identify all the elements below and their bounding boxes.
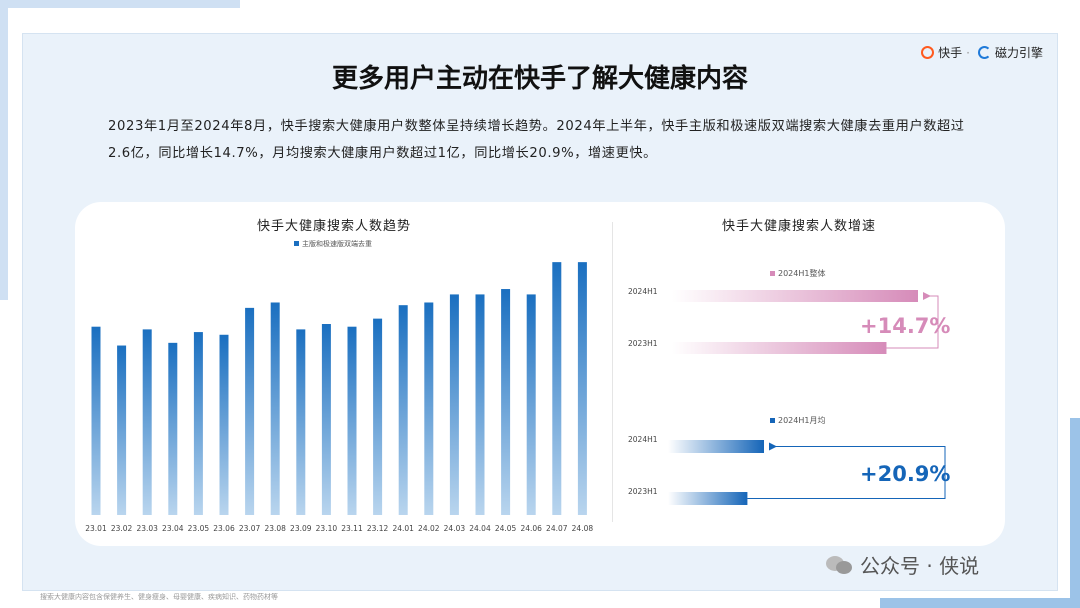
chart-divider	[612, 222, 613, 522]
blue-legend-label: 2024H1月均	[778, 415, 825, 425]
blue-bar-2024h1	[668, 440, 764, 453]
pink-growth-label: +14.7%	[860, 314, 950, 338]
blue-growth-arrow	[747, 442, 946, 499]
pink-category-2024h1: 2024H1	[628, 287, 658, 296]
corner-accent-bottom	[880, 598, 1080, 608]
page-title: 更多用户主动在快手了解大健康内容	[331, 64, 748, 94]
trend-bar-chart: 主版和极速版双端去重 23.01 23.02 23.03 23.04 23.05 23.0…	[85, 239, 594, 533]
trend-tick-label: 24.01	[392, 524, 414, 533]
growth-bar-charts: 2024H1整体 2024H1 2023H1 +14.7% 2024H1月均 2…	[628, 268, 950, 505]
trend-tick-label: 23.05	[188, 524, 210, 533]
trend-bar-23.09	[296, 329, 306, 515]
trend-bar-23.08	[270, 302, 280, 515]
pink-legend-swatch	[770, 271, 775, 276]
trend-bar-23.03	[142, 329, 152, 515]
trend-bar-24.02	[424, 302, 434, 515]
trend-bar-23.10	[321, 324, 331, 515]
growth-chart-title: 快手大健康搜索人数增速	[722, 219, 877, 234]
trend-tick-label: 23.04	[162, 524, 184, 533]
trend-legend-label: 主版和极速版双端去重	[302, 239, 372, 248]
blue-category-2023h1: 2023H1	[628, 487, 658, 496]
trend-bar-23.04	[168, 342, 178, 515]
pink-bar-2024h1	[672, 290, 918, 302]
trend-tick-label: 23.03	[136, 524, 158, 533]
trend-bar-23.11	[347, 326, 357, 515]
trend-tick-label: 23.01	[85, 524, 107, 533]
trend-bar-24.03	[449, 294, 459, 515]
trend-bar-24.07	[552, 262, 562, 515]
trend-tick-label: 23.12	[367, 524, 389, 533]
trend-tick-label: 23.09	[290, 524, 312, 533]
blue-growth-label: +20.9%	[860, 462, 950, 486]
trend-tick-label: 23.02	[111, 524, 133, 533]
trend-chart-title: 快手大健康搜索人数趋势	[257, 219, 412, 234]
trend-tick-label: 23.08	[264, 524, 286, 533]
blue-category-2024h1: 2024H1	[628, 435, 658, 444]
trend-bar-23.01	[91, 326, 101, 515]
brand-name-1: 快手	[938, 46, 963, 60]
pink-growth-arrow	[886, 292, 939, 349]
trend-tick-label: 23.06	[213, 524, 235, 533]
cili-engine-logo-icon	[977, 46, 991, 59]
watermark-text: 公众号 · 侠说	[860, 554, 980, 578]
watermark: 公众号 · 侠说	[826, 550, 979, 579]
blue-bar-2023h1	[668, 492, 748, 505]
trend-bar-24.08	[577, 262, 587, 515]
trend-tick-label: 24.02	[418, 524, 440, 533]
trend-tick-label: 24.08	[572, 524, 594, 533]
wechat-icon	[826, 554, 854, 576]
corner-accent-right	[1070, 418, 1080, 608]
kuaishou-logo-icon	[921, 46, 935, 59]
trend-bar-24.05	[501, 289, 511, 515]
brand-separator: ·	[966, 45, 970, 60]
trend-tick-label: 23.07	[239, 524, 261, 533]
brand-logos: 快手 · 磁力引擎	[921, 44, 1043, 61]
trend-bar-23.06	[219, 334, 229, 515]
trend-tick-label: 24.05	[495, 524, 517, 533]
brand-name-2: 磁力引擎	[994, 46, 1043, 60]
corner-accent-top	[0, 0, 240, 8]
trend-tick-label: 24.07	[546, 524, 568, 533]
trend-tick-label: 23.11	[341, 524, 363, 533]
page-description: 2023年1月至2024年8月，快手搜索大健康用户数整体呈持续增长趋势。2024…	[108, 119, 965, 161]
trend-tick-label: 24.04	[469, 524, 491, 533]
pink-category-2023h1: 2023H1	[628, 339, 658, 348]
trend-bar-23.05	[193, 332, 203, 515]
trend-legend-swatch	[294, 241, 299, 246]
corner-accent-left	[0, 0, 8, 300]
trend-tick-label: 24.03	[444, 524, 466, 533]
trend-bar-24.04	[475, 294, 485, 515]
footnote: 搜索大健康内容包含保健养生、健身瘦身、母婴健康、疾病知识、药物药材等	[40, 593, 278, 601]
trend-tick-label: 23.10	[316, 524, 338, 533]
trend-bar-23.12	[373, 318, 383, 515]
trend-bar-24.01	[398, 305, 408, 515]
pink-bar-2023h1	[672, 342, 887, 354]
chart-card	[75, 202, 1005, 546]
pink-legend-label: 2024H1整体	[778, 268, 825, 278]
trend-bar-23.07	[245, 307, 255, 515]
trend-tick-label: 24.06	[520, 524, 542, 533]
blue-legend-swatch	[770, 418, 775, 423]
trend-bar-24.06	[526, 294, 536, 515]
trend-bar-23.02	[117, 345, 127, 515]
